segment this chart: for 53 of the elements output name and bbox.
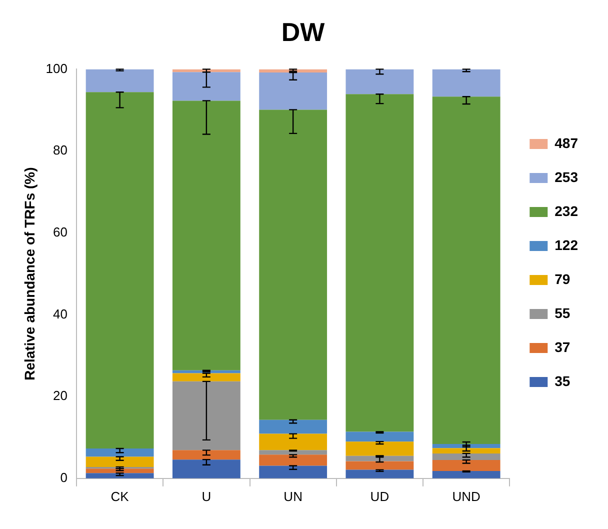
bar	[86, 69, 154, 92]
bar	[259, 450, 328, 455]
bar	[259, 72, 328, 110]
bar	[346, 461, 414, 470]
y-tick-label: 60	[53, 224, 68, 240]
bar	[346, 442, 414, 456]
x-tick-label: CK	[110, 488, 130, 504]
bar	[86, 473, 154, 478]
bar	[172, 381, 240, 450]
bar	[346, 470, 414, 478]
bar	[172, 72, 240, 101]
legend-label: 487	[554, 134, 578, 151]
legend-label: 55	[554, 304, 570, 321]
y-tick-label: 0	[60, 470, 68, 485]
bar	[86, 448, 154, 457]
bar	[259, 454, 328, 466]
y-tick-label: 100	[46, 60, 68, 76]
legend-label: 122	[554, 236, 578, 253]
bar	[86, 92, 154, 449]
bar	[432, 471, 500, 478]
x-tick-label: U	[202, 488, 212, 504]
bar	[346, 94, 414, 432]
legend-label: 37	[554, 338, 570, 355]
legend-label: 232	[554, 202, 578, 219]
y-tick-label: 20	[53, 388, 68, 404]
x-tick-label: UN	[284, 488, 302, 504]
bar	[432, 453, 500, 460]
bar	[172, 373, 240, 382]
bar	[259, 466, 328, 478]
bar	[259, 434, 328, 450]
x-tick-label: UND	[452, 488, 480, 504]
bar	[346, 432, 414, 442]
bar	[172, 100, 240, 370]
bar	[172, 450, 240, 460]
bar	[432, 69, 500, 97]
legend-label: 253	[554, 168, 578, 185]
bar	[432, 460, 500, 472]
bar	[346, 69, 414, 94]
y-tick-label: 40	[53, 306, 68, 322]
bar	[86, 468, 154, 474]
bar	[432, 96, 500, 444]
y-tick-label: 80	[53, 142, 68, 158]
y-axis-title: Relative abundance of TRFs (%)	[21, 167, 38, 380]
bar	[259, 110, 328, 420]
legend-label: 35	[554, 372, 570, 389]
bar	[432, 444, 500, 448]
bar	[86, 456, 154, 467]
bar	[259, 420, 328, 434]
bar	[172, 460, 240, 478]
chart-title: DW	[281, 16, 326, 47]
bar	[432, 448, 500, 454]
legend-label: 79	[554, 270, 570, 287]
x-tick-label: UD	[370, 488, 390, 504]
